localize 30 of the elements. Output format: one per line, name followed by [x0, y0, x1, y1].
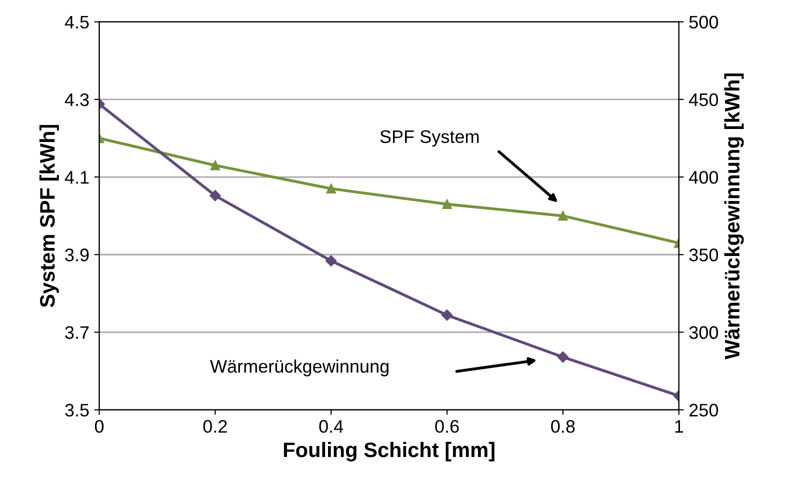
annotation: Wärmerückgewinnung [210, 360, 388, 376]
point [210, 160, 220, 170]
x-tick-label: 0 [94, 420, 104, 433]
annotation: SPF System [380, 130, 479, 147]
y2-tick-label: 300 [689, 326, 718, 339]
x-tick-label: 0.4 [319, 420, 344, 433]
y-tick-label: 3.9 [65, 248, 89, 262]
y-tick-label: 4.1 [64, 171, 89, 184]
point [558, 210, 568, 221]
point [441, 310, 453, 321]
point [210, 190, 221, 202]
y2-tick-label: 500 [689, 16, 718, 29]
y-tick-label: 3.5 [65, 404, 89, 417]
y2-tick-label: 450 [689, 93, 718, 106]
x-tick-label: 0.2 [203, 420, 227, 433]
x-tick-label: 0.8 [551, 420, 575, 433]
y-tick-label: 3.7 [65, 326, 89, 339]
y-axis-title: System SPF [kWh] [39, 124, 59, 308]
point [325, 255, 337, 266]
y2-tick-label: 250 [690, 404, 718, 417]
y2-axis-title: Wärmerückgewinnung [kWh] [724, 73, 744, 360]
y2-tick-label: 400 [689, 170, 718, 184]
x-axis-title: Fouling Schicht [mm] [284, 442, 494, 462]
y2-tick-label: 350 [689, 248, 718, 262]
x-tick-label: 1 [675, 420, 684, 433]
y-tick-label: 4.5 [64, 16, 89, 29]
x-tick-label: 0.6 [435, 420, 459, 433]
point [442, 199, 452, 210]
point [326, 184, 336, 194]
y-tick-label: 4.3 [64, 93, 89, 106]
